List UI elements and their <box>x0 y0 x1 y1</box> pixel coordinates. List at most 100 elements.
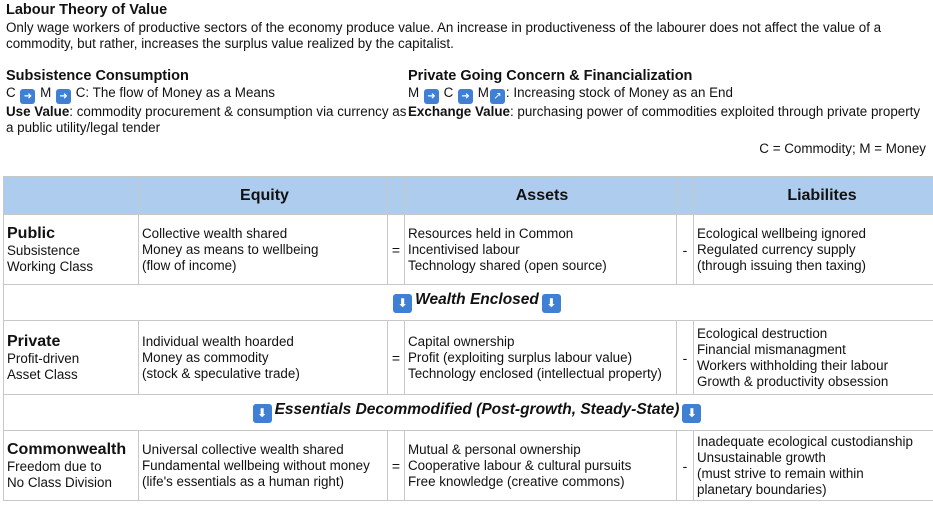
row-subtitle: Working Class <box>7 259 94 274</box>
cell-line: Individual wealth hoarded <box>142 333 294 349</box>
intro-paragraph: Only wage workers of productive sectors … <box>6 20 882 51</box>
cell-line: planetary boundaries) <box>697 481 827 497</box>
financialization-heading: Private Going Concern & Financialization <box>408 68 693 84</box>
cell-line: Ecological wellbeing ignored <box>697 225 866 241</box>
row-subtitle: No Class Division <box>7 475 112 490</box>
right-arrow-icon: ➜ <box>56 89 72 104</box>
down-arrow-icon: ⬇ <box>682 404 702 423</box>
row-name: Private <box>7 333 61 350</box>
formula-description: C: The flow of Money as a Means <box>75 85 275 100</box>
equals-sign: = <box>387 430 405 501</box>
cell-line: Collective wealth shared <box>142 225 288 241</box>
use-value-description: : commodity procurement & consumption vi… <box>6 104 407 135</box>
header-liabilities: Liabilites <box>693 176 933 215</box>
equity-cell: Collective wealth shared Money as means … <box>138 214 388 285</box>
row-label: Commonwealth Freedom due to No Class Div… <box>3 430 139 501</box>
legend: C = Commodity; M = Money <box>759 141 926 156</box>
class-comparison-table: Equity Assets Liabilites Public Subsiste… <box>3 176 933 501</box>
formula-description: : Increasing stock of Money as an End <box>505 85 733 100</box>
cell-line: (stock & speculative trade) <box>142 365 300 381</box>
cell-line: Regulated currency supply <box>697 241 856 257</box>
right-arrow-icon: ➜ <box>423 89 439 104</box>
row-label: Private Profit-driven Asset Class <box>3 320 139 395</box>
equity-cell: Individual wealth hoarded Money as commo… <box>138 320 388 395</box>
equity-cell: Universal collective wealth shared Funda… <box>138 430 388 501</box>
exchange-value-description: : purchasing power of commodities exploi… <box>509 104 921 119</box>
liabilities-cell: Ecological destruction Financial mismana… <box>693 320 933 395</box>
use-value-text: Use Value: commodity procurement & consu… <box>6 104 408 136</box>
band-label: Essentials Decommodified (Post-growth, S… <box>274 401 680 418</box>
minus-sign: - <box>676 320 694 395</box>
formula-m: M <box>40 85 52 100</box>
header-equity: Equity <box>138 176 388 215</box>
formula-m: M <box>408 85 420 100</box>
liabilities-cell: Inadequate ecological custodianship Unsu… <box>693 430 933 501</box>
table-row-public: Public Subsistence Working Class Collect… <box>3 214 933 285</box>
cell-line: Fundamental wellbeing without money <box>142 457 370 473</box>
band-cell: ⬇ Wealth Enclosed ⬇ <box>3 284 933 321</box>
up-right-arrow-icon: ↗ <box>489 89 505 104</box>
table-row-commonwealth: Commonwealth Freedom due to No Class Div… <box>3 430 933 501</box>
formula-c: C <box>6 85 16 100</box>
cell-line: Capital ownership <box>408 333 515 349</box>
cell-line: Money as commodity <box>142 349 269 365</box>
cell-line: (must strive to remain within <box>697 465 864 481</box>
exchange-value-label: Exchange Value <box>408 104 510 119</box>
financialization-formula: M ➜ C ➜ M ↗: Increasing stock of Money as… <box>408 85 928 104</box>
formula-m: M <box>477 85 489 100</box>
right-arrow-icon: ➜ <box>458 89 474 104</box>
row-subtitle: Subsistence <box>7 243 80 258</box>
cell-line: Unsustainable growth <box>697 449 826 465</box>
subsistence-column: Subsistence Consumption C ➜ M ➜ C: The f… <box>6 68 408 136</box>
row-name: Commonwealth <box>7 441 127 458</box>
cell-line: Technology enclosed (intellectual proper… <box>408 365 662 381</box>
subsistence-heading: Subsistence Consumption <box>6 68 189 84</box>
table-row-private: Private Profit-driven Asset Class Indivi… <box>3 320 933 395</box>
cell-line: Profit (exploiting surplus labour value) <box>408 349 633 365</box>
minus-sign: - <box>676 430 694 501</box>
financialization-column: Private Going Concern & Financialization… <box>408 68 928 136</box>
right-arrow-icon: ➜ <box>20 89 36 104</box>
cell-line: Mutual & personal ownership <box>408 441 581 457</box>
cell-line: Financial mismanagment <box>697 341 846 357</box>
assets-cell: Capital ownership Profit (exploiting sur… <box>404 320 677 395</box>
page-title: Labour Theory of Value <box>6 2 168 18</box>
equals-sign: = <box>387 214 405 285</box>
cell-line: Cooperative labour & cultural pursuits <box>408 457 632 473</box>
cell-line: Workers withholding their labour <box>697 357 889 373</box>
cell-line: Growth & productivity obsession <box>697 373 889 389</box>
cell-line: Incentivised labour <box>408 241 520 257</box>
liabilities-cell: Ecological wellbeing ignored Regulated c… <box>693 214 933 285</box>
down-arrow-icon: ⬇ <box>393 294 413 313</box>
cell-line: (flow of income) <box>142 257 237 273</box>
cell-line: (life's essentials as a human right) <box>142 473 345 489</box>
minus-sign: - <box>676 214 694 285</box>
header-assets: Assets <box>404 176 677 215</box>
comparison-columns: Subsistence Consumption C ➜ M ➜ C: The f… <box>6 68 928 136</box>
cell-line: (through issuing then taxing) <box>697 257 866 273</box>
band-cell: ⬇ Essentials Decommodified (Post-growth, … <box>3 394 933 431</box>
row-subtitle: Profit-driven <box>7 351 80 366</box>
cell-line: Free knowledge (creative commons) <box>408 473 625 489</box>
exchange-value-text: Exchange Value: purchasing power of comm… <box>408 104 928 120</box>
equals-sign: = <box>387 320 405 395</box>
cell-line: Resources held in Common <box>408 225 574 241</box>
transition-band-enclosed: ⬇ Wealth Enclosed ⬇ <box>3 284 933 321</box>
row-label: Public Subsistence Working Class <box>3 214 139 285</box>
band-label: Wealth Enclosed <box>415 291 539 308</box>
cell-line: Ecological destruction <box>697 325 828 341</box>
row-subtitle: Asset Class <box>7 367 78 382</box>
assets-cell: Resources held in Common Incentivised la… <box>404 214 677 285</box>
transition-band-decommodified: ⬇ Essentials Decommodified (Post-growth, … <box>3 394 933 431</box>
cell-line: Money as means to wellbeing <box>142 241 319 257</box>
cell-line: Technology shared (open source) <box>408 257 607 273</box>
use-value-label: Use Value <box>6 104 70 119</box>
cell-line: Universal collective wealth shared <box>142 441 344 457</box>
header-op-blank <box>676 176 694 215</box>
down-arrow-icon: ⬇ <box>252 404 272 423</box>
document-header: Labour Theory of Value Only wage workers… <box>6 2 928 157</box>
down-arrow-icon: ⬇ <box>541 294 561 313</box>
row-subtitle: Freedom due to <box>7 459 102 474</box>
row-name: Public <box>7 225 56 242</box>
table-header-row: Equity Assets Liabilites <box>3 176 933 215</box>
